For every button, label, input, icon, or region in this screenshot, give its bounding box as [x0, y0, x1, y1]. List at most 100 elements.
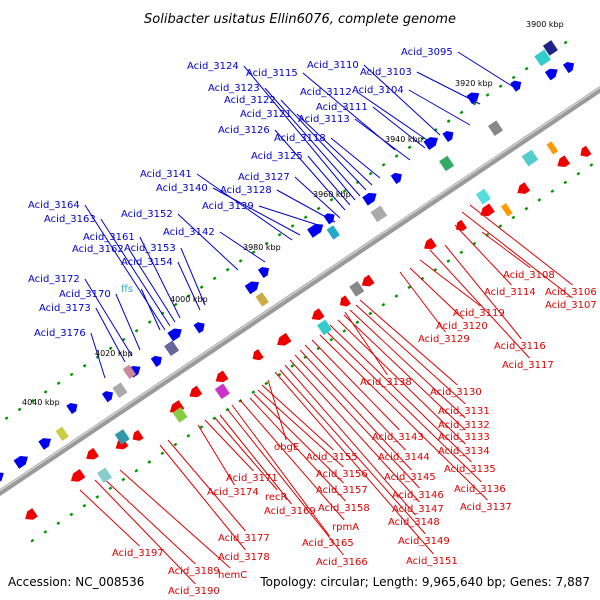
gene-label: Acid_3127	[238, 172, 290, 183]
forward-gene	[544, 68, 558, 81]
tick-mark	[277, 232, 282, 237]
leader-line	[409, 267, 464, 320]
gene-label: Acid_3139	[202, 201, 254, 212]
leader-line	[429, 249, 530, 359]
leader-line	[349, 309, 466, 419]
leader-line	[311, 339, 400, 431]
tick-mark	[134, 328, 139, 333]
tick-label: 3940 kbp	[385, 135, 423, 144]
gene-label: Acid_3172	[28, 274, 80, 285]
gene-label: Acid_3132	[438, 420, 490, 431]
leader-line	[419, 259, 481, 307]
tick-mark	[160, 311, 165, 316]
gene-label: Acid_3154	[121, 257, 173, 268]
leader-lines	[79, 51, 573, 585]
leader-line	[177, 261, 201, 311]
gene-label: Acid_3155	[306, 452, 358, 463]
reverse-gene	[557, 155, 571, 167]
gene-label: Acid_3137	[460, 502, 512, 513]
feature-box	[122, 364, 137, 380]
tick-mark	[82, 363, 87, 368]
tick-mark	[121, 477, 126, 482]
kbp-labels: 3900 kbp 3920 kbp 3940 kbp 3960 kbp 3980…	[22, 20, 564, 407]
gene-label: Acid_3142	[163, 227, 215, 238]
tick-mark	[56, 521, 61, 526]
gene-label: Acid_3177	[218, 533, 270, 544]
gene-label: Acid_3166	[316, 557, 368, 568]
tick-mark	[576, 171, 581, 176]
gene-label: Acid_3107	[545, 300, 597, 311]
leader-line	[343, 314, 466, 431]
tick-mark	[511, 215, 516, 220]
leader-line	[330, 137, 381, 179]
forward-gene	[362, 192, 377, 206]
gene-label: Acid_3112	[300, 87, 352, 98]
gene-label: Acid_3141	[140, 169, 192, 180]
gene-label: Acid_3104	[352, 85, 404, 96]
leader-line	[344, 311, 388, 376]
leader-line	[84, 204, 166, 331]
tick-mark	[316, 206, 321, 211]
leader-line	[239, 399, 345, 521]
leader-line	[319, 334, 488, 501]
leader-line	[363, 64, 441, 136]
reverse-gene	[517, 182, 531, 194]
forward-gene	[510, 80, 522, 92]
feature-box	[172, 407, 188, 423]
feature-box	[542, 40, 558, 56]
reverse-gene	[25, 508, 38, 520]
gene-label: Acid_3170	[59, 289, 111, 300]
leader-line	[139, 236, 181, 319]
gene-label: Acid_3118	[274, 133, 326, 144]
gene-label: Acid_3145	[384, 472, 436, 483]
gene-label: Acid_3131	[438, 406, 490, 417]
tick-mark	[355, 180, 360, 185]
leader-line	[212, 187, 301, 236]
forward-gene	[167, 328, 182, 342]
gene-label: Acid_3174	[207, 487, 259, 498]
leader-line	[274, 129, 346, 211]
reverse-gene	[132, 429, 144, 441]
leader-line	[267, 379, 287, 441]
tick-mark	[264, 381, 269, 386]
gene-label: Acid_3135	[444, 464, 496, 475]
tick-mark	[17, 407, 22, 412]
reverse-gene	[480, 203, 495, 217]
gene-label: Acid_3189	[168, 566, 220, 577]
tick-mark	[30, 398, 35, 403]
backbone	[0, 85, 600, 497]
leader-line	[219, 231, 266, 263]
leader-line	[197, 424, 235, 486]
forward-gene	[244, 281, 260, 295]
tick-mark	[563, 40, 568, 45]
leader-line	[180, 247, 206, 306]
forward-gene	[390, 172, 402, 185]
gene-label: Acid_3165	[302, 538, 354, 549]
feature-box	[164, 340, 180, 357]
feature-box	[97, 467, 113, 484]
gene-label: Acid_3136	[454, 484, 506, 495]
leader-line	[454, 224, 512, 286]
tick-mark	[368, 171, 373, 176]
gene-label: Acid_3113	[298, 114, 350, 125]
leader-line	[294, 176, 341, 219]
leader-line	[140, 288, 161, 331]
leader-line	[100, 218, 171, 327]
leader-line	[159, 444, 246, 551]
gene-label: Acid_3144	[378, 452, 430, 463]
forward-gene	[150, 355, 162, 367]
feature-box	[114, 429, 130, 445]
leader-line	[469, 204, 573, 286]
gene-label: Acid_3103	[360, 67, 412, 78]
feature-box	[521, 149, 539, 167]
tick-mark	[563, 180, 568, 185]
leader-line	[356, 91, 431, 143]
map-title: Solibacter usitatus Ellin6076, complete …	[144, 12, 456, 27]
leader-line	[84, 278, 133, 357]
tick-mark	[511, 75, 516, 80]
reverse-gene	[189, 385, 203, 398]
reverse-gene	[252, 349, 264, 361]
forward-gene	[38, 438, 52, 450]
forward-gene	[257, 266, 270, 279]
tick-mark	[173, 302, 178, 307]
